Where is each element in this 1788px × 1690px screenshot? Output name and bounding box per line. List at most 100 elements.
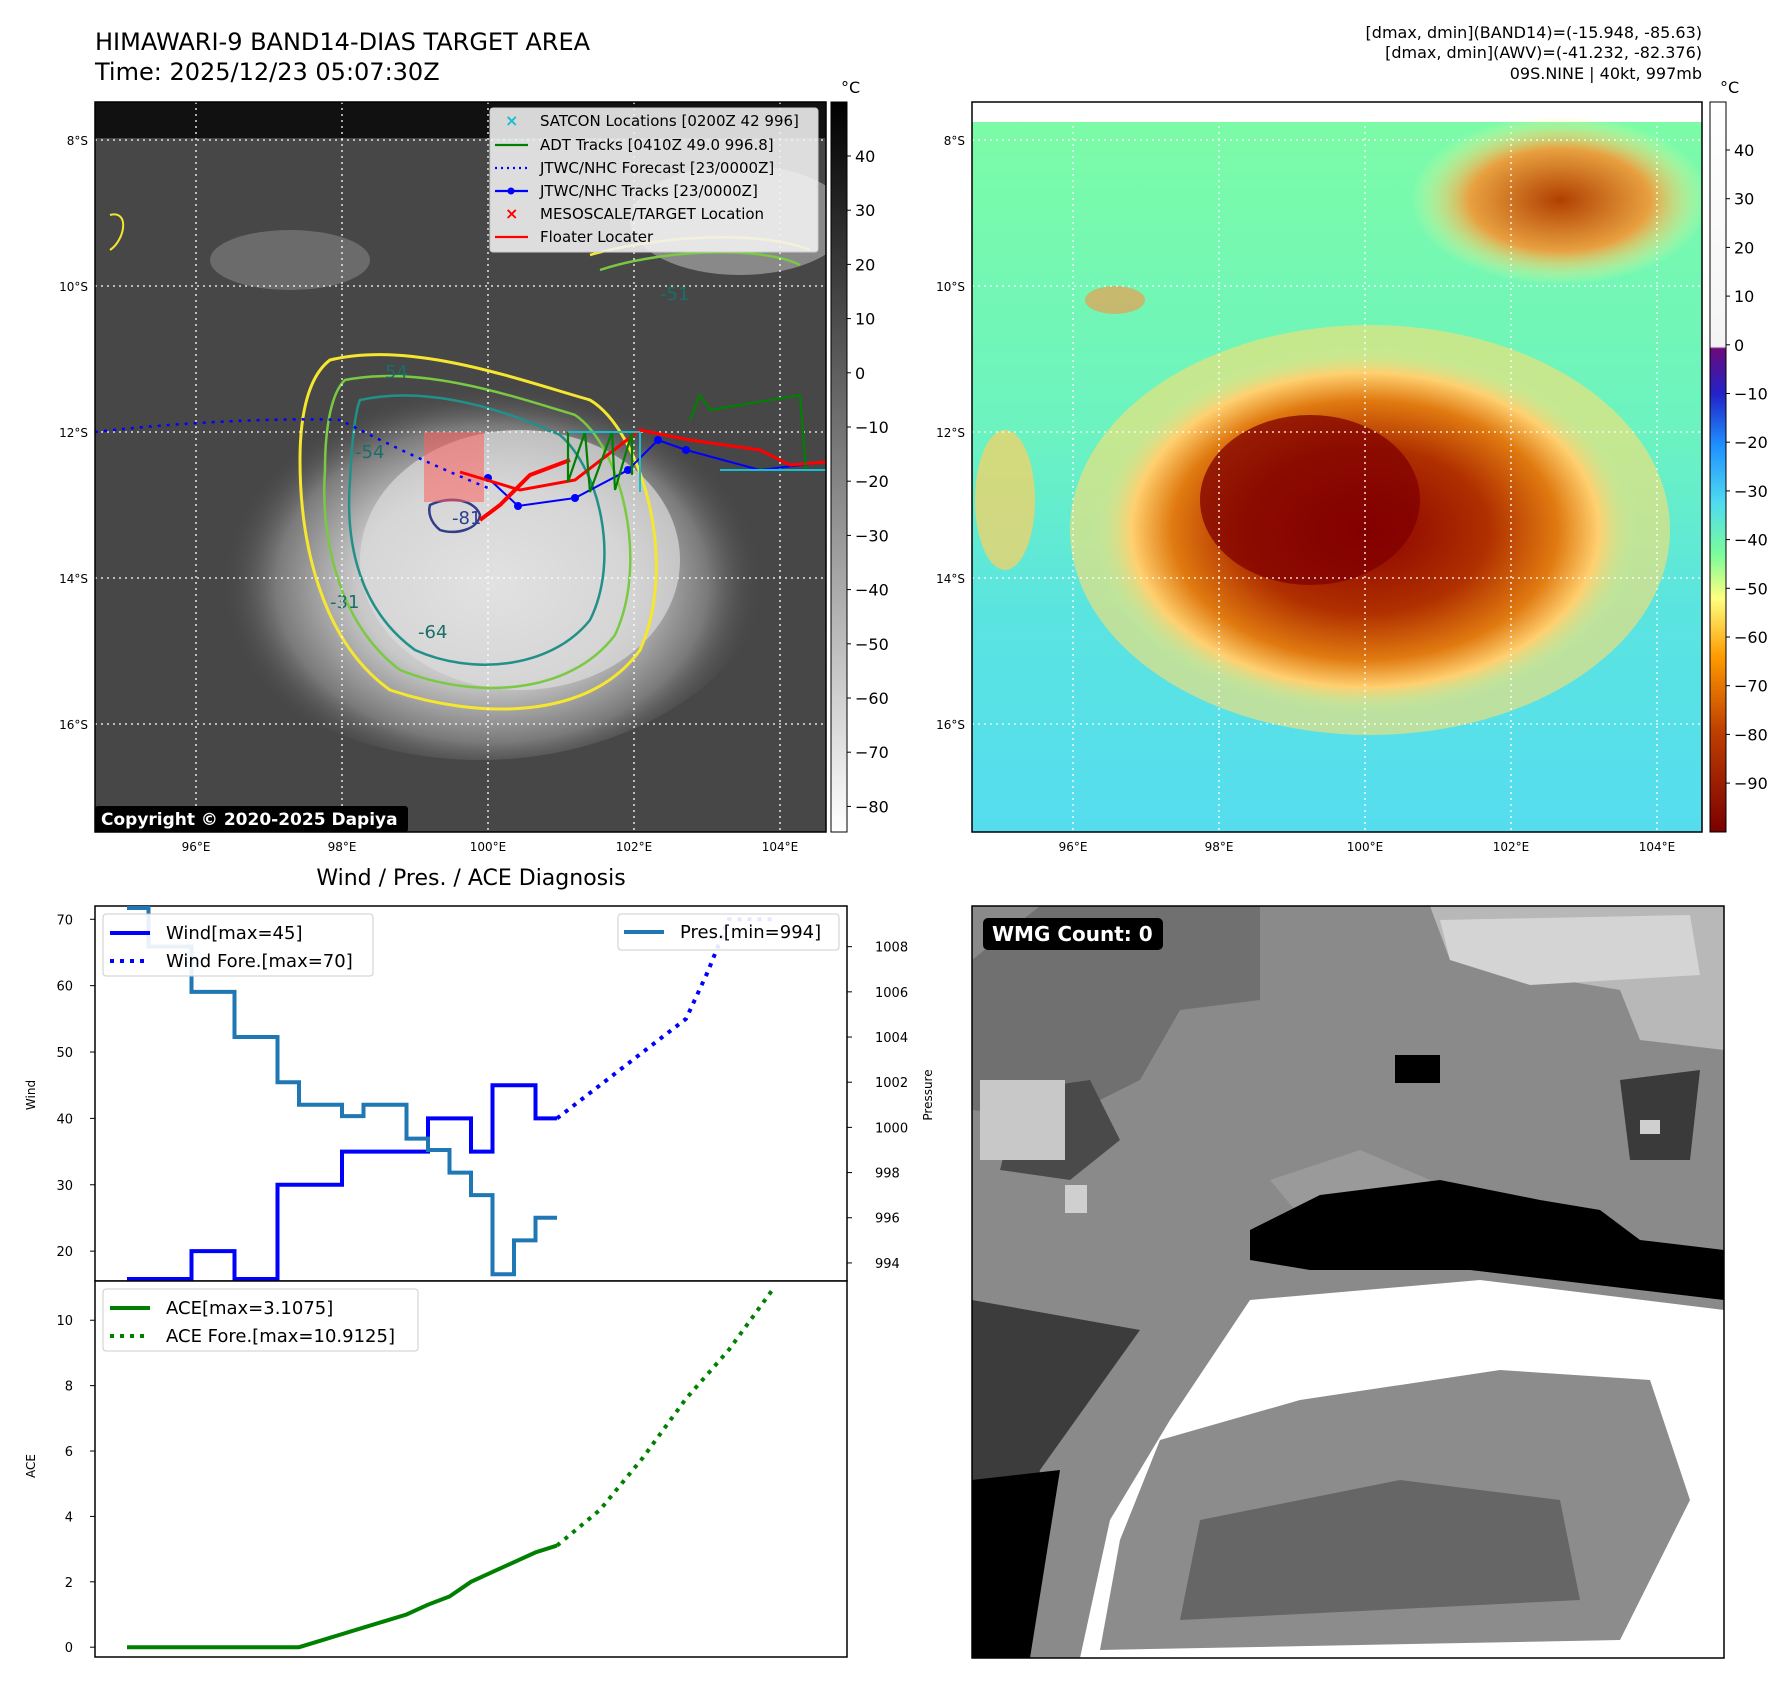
contour-label-3: -64 [418,622,447,643]
contour-label-1: 54 [385,362,408,383]
pressure-tick-label: 994 [875,1257,900,1272]
contour-labels: 54 -54 -64 -31 -81 -51 [330,284,689,643]
wmg-count-label: WMG Count: 0 [992,922,1153,946]
stats-line-1: [dmax, dmin](BAND14)=(-15.948, -85.63) [1366,23,1702,42]
legend-satcon-label: SATCON Locations [0200Z 42 996] [540,112,799,130]
map-legend-box [489,107,819,253]
tr-lon-96: 96°E [1059,840,1088,854]
tr-lon-102: 102°E [1493,840,1530,854]
wmg-region-upper-left [972,906,1260,1120]
wind-tick-label: 30 [56,1179,73,1194]
tl-lat-8: 8°S [67,134,88,148]
colorbar-tick-label: 10 [855,310,875,329]
tr-lat-ticks: 8°S 10°S 12°S 14°S 16°S [936,134,965,732]
tl-lon-102: 102°E [616,840,653,854]
legend-floater-label: Floater Locater [540,228,654,246]
colorbar-left-ticks: 40 30 20 10 0 −10 −20 −30 −40 −50 −60 −70 −80 [847,147,889,816]
title-line-1: HIMAWARI-9 BAND14-DIAS TARGET AREA [95,28,591,56]
colorbar-tick-label: −70 [855,743,889,762]
series-pres-line [127,906,557,1277]
title-line-2: Time: 2025/12/23 05:07:30Z [94,58,440,86]
colorbar-tick-label: 40 [855,147,875,166]
series-windline [127,1083,557,1281]
ace-tick-label: 6 [65,1445,73,1460]
awv-map-frame [971,101,1703,833]
wind-legend-label: Wind[max=45] [166,923,303,944]
colorbar-tick-label: −10 [855,418,889,437]
floater-locater-line [459,428,826,492]
colorbar-tick-label: 20 [1734,238,1754,257]
ace-legend-box [102,1288,419,1352]
floater-locater-segment [478,458,571,522]
wmg-black-corner [972,1470,1060,1658]
ace-tick-label: 2 [65,1576,73,1591]
tl-lon-96: 96°E [182,840,211,854]
colorbar-grayscale: °C 40 30 20 10 0 −10 −20 −30 −40 −50 −60 −70 −80 [830,78,889,833]
pressure-axis-label: Pressure [921,1069,935,1120]
ace-series-group [127,1289,774,1650]
colorbar-tick-label: 40 [1734,141,1754,160]
jtwc-track-line [487,438,826,508]
contour-west-yellow [109,213,125,251]
awv-core [1200,415,1420,585]
tl-lat-ticks: 8°S 10°S 12°S 14°S 16°S [59,134,88,732]
tr-lon-104: 104°E [1639,840,1676,854]
ace-tick-label: 0 [65,1641,73,1656]
wmg-black-band [1250,1180,1724,1300]
cloud-north-west [210,230,370,290]
awv-north-cloud [1410,115,1702,285]
tr-lat-16: 16°S [936,718,965,732]
jtwc-track-points [484,436,690,510]
colorbar-tick-label: −60 [1734,628,1768,647]
copyright-box [95,806,408,832]
pressure-tick-label: 996 [875,1212,900,1227]
colorbar-tick-label: −50 [855,635,889,654]
colorbar-tick-label: −90 [1734,774,1768,793]
colorbar-left-unit: °C [841,78,860,97]
tr-lon-ticks: 96°E 98°E 100°E 102°E 104°E [1059,840,1676,854]
contour-label-4: -31 [330,592,359,613]
wmg-light-block [1640,1120,1660,1134]
colorbar-tick-label: −10 [1734,385,1768,404]
ir-map-frame [94,101,827,833]
pressure-tick-label: 1004 [875,1031,908,1046]
ace-forecast-line [555,1289,774,1548]
satcon-markers [568,431,826,492]
pressure-legend-label: Pres.[min=994] [680,922,821,943]
pressure-legend-box [617,913,840,951]
tl-lat-10: 10°S [59,280,88,294]
tr-lon-98: 98°E [1205,840,1234,854]
wind-tick-label: 50 [56,1046,73,1061]
pressure-axis-ticks: 994 996 998 1000 1002 1004 1006 1008 [847,941,908,1272]
adt-track-lines [566,392,808,493]
tl-lat-12: 12°S [59,426,88,440]
colorbar-right-gradient [1709,101,1727,833]
ace-axis-label: ACE [24,1454,38,1478]
colorbar-tick-label: −40 [855,581,889,600]
colorbar-tick-label: −80 [855,797,889,816]
pressure-tick-label: 998 [875,1167,900,1182]
wind-axis-ticks: 20 30 40 50 60 70 [56,913,95,1260]
copyright-text: Copyright © 2020-2025 Dapiya [101,810,398,830]
contour-teal [347,394,606,666]
contour-label-2: -54 [355,442,384,463]
colorbar-tick-label: −20 [1734,433,1768,452]
legend-satcon-marker: × [505,111,518,130]
colorbar-color: °C 40 30 20 10 0 −10 −20 −30 −40 −50 −60 −70 −80 −90 [1709,78,1768,833]
awv-no-data-strip [972,102,1702,122]
ace-line [127,1543,558,1650]
colorbar-right-ticks: 40 30 20 10 0 −10 −20 −30 −40 −50 −60 −70 −80 −90 [1726,141,1768,793]
tl-lon-100: 100°E [470,840,507,854]
tl-lon-98: 98°E [328,840,357,854]
wmg-darker-lower [1180,1480,1580,1620]
awv-color-map [972,102,1702,832]
wind-tick-label: 40 [56,1112,73,1127]
wind-axis-label: Wind [24,1080,38,1110]
tr-lat-8: 8°S [944,134,965,148]
tl-lon-104: 104°E [762,840,799,854]
contour-label-6: -51 [660,284,689,305]
colorbar-tick-label: 20 [855,255,875,274]
awv-small-cloud [1085,286,1145,314]
colorbar-tick-label: 30 [855,201,875,220]
colorbar-tick-label: 0 [855,364,865,383]
